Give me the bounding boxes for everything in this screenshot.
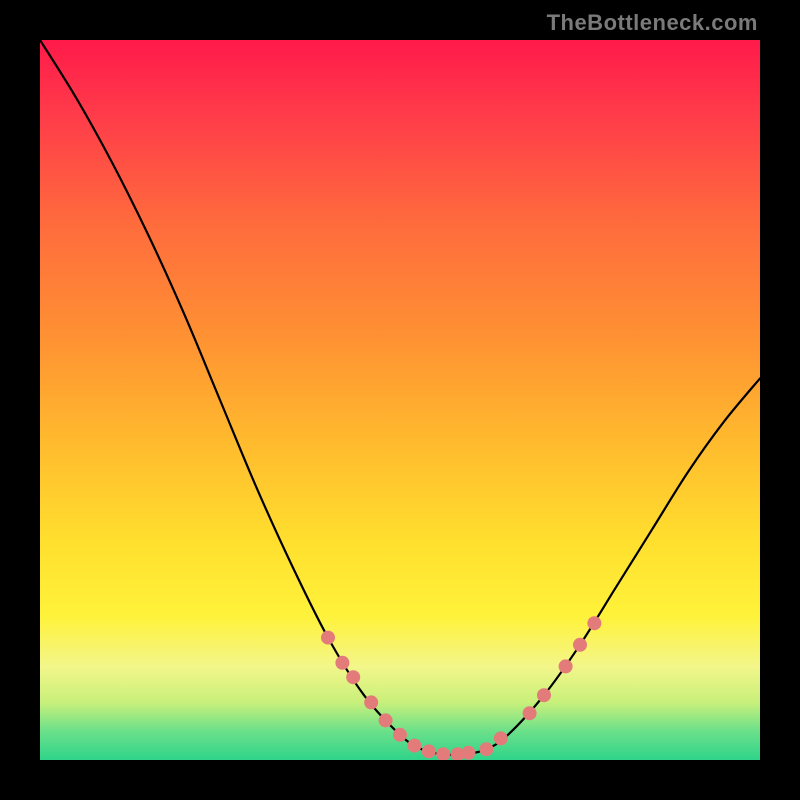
- curve-marker: [407, 739, 421, 753]
- curve-marker: [537, 688, 551, 702]
- curve-marker: [559, 659, 573, 673]
- curve-marker: [587, 616, 601, 630]
- watermark-text: TheBottleneck.com: [547, 10, 758, 36]
- chart-container: TheBottleneck.com: [0, 0, 800, 800]
- curve-marker: [523, 706, 537, 720]
- curve-marker: [379, 713, 393, 727]
- bottleneck-v-curve-chart: [40, 40, 760, 760]
- curve-marker: [393, 728, 407, 742]
- gradient-background: [40, 40, 760, 760]
- curve-marker: [335, 656, 349, 670]
- curve-marker: [346, 670, 360, 684]
- curve-marker: [422, 744, 436, 758]
- curve-marker: [364, 695, 378, 709]
- curve-marker: [479, 742, 493, 756]
- curve-marker: [494, 731, 508, 745]
- curve-marker: [321, 631, 335, 645]
- curve-marker: [461, 746, 475, 760]
- curve-marker: [573, 638, 587, 652]
